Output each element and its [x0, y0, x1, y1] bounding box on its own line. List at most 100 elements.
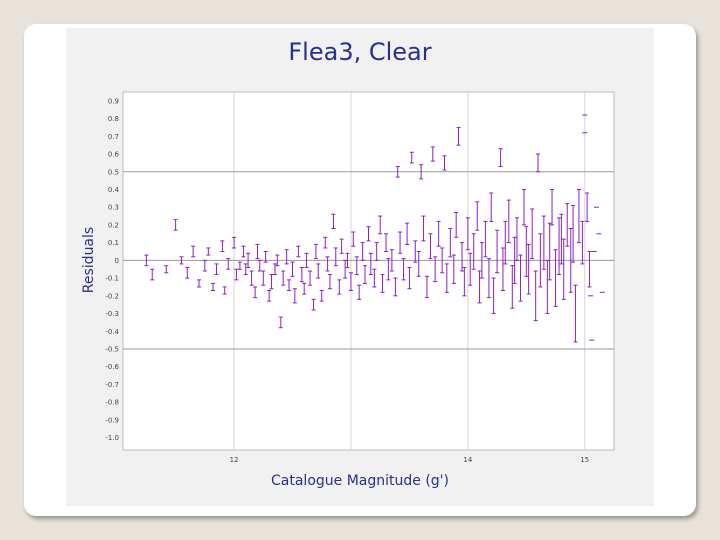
data-point [257, 259, 262, 272]
data-point [395, 165, 400, 178]
y-tick-label: 0.7 [108, 133, 119, 141]
data-point [413, 240, 418, 263]
data-point [568, 227, 573, 293]
data-point [378, 215, 383, 235]
data-point [405, 222, 410, 245]
data-point [339, 238, 344, 254]
data-point [185, 266, 190, 279]
data-point [503, 220, 508, 265]
data-point [448, 227, 453, 258]
x-axis-label: Catalogue Magnitude (g') [271, 473, 449, 489]
data-point [150, 268, 155, 281]
data-point [384, 233, 389, 253]
data-point [313, 243, 318, 260]
data-point [419, 164, 424, 180]
data-point [308, 270, 313, 286]
data-point [580, 220, 585, 265]
y-tick-label: -0.2 [105, 292, 119, 300]
data-point [430, 146, 435, 162]
data-point [284, 249, 289, 265]
y-tick-label: 0.8 [108, 115, 119, 123]
data-point [585, 192, 590, 222]
data-point [465, 217, 470, 251]
data-point [442, 155, 447, 171]
data-point [196, 279, 201, 288]
data-point [460, 242, 465, 272]
data-point [290, 261, 295, 277]
data-point [479, 242, 484, 279]
data-point [299, 266, 304, 283]
x-tick-label: 15 [580, 456, 589, 464]
data-point [561, 238, 566, 300]
data-point [343, 259, 348, 279]
data-point [526, 243, 531, 295]
data-point [398, 231, 403, 254]
data-point [407, 266, 412, 290]
data-point [272, 263, 277, 276]
data-point [545, 259, 550, 315]
data-point [380, 274, 385, 293]
data-point [269, 274, 274, 290]
data-point [536, 153, 541, 173]
data-point [191, 245, 196, 258]
data-point [357, 284, 362, 300]
data-point [323, 236, 328, 249]
data-point [372, 268, 377, 288]
data-point [366, 226, 371, 242]
data-point [222, 286, 227, 295]
data-point [393, 277, 398, 297]
data-point [489, 192, 494, 222]
y-tick-label: 0.4 [108, 186, 120, 194]
data-point [512, 236, 517, 284]
data-point [389, 249, 394, 272]
data-point [506, 199, 511, 244]
data-point [559, 213, 564, 265]
data-point [220, 240, 225, 253]
data-point [547, 222, 552, 281]
data-point [362, 265, 367, 284]
data-point [500, 247, 505, 291]
data-point [565, 203, 570, 247]
data-point [214, 263, 219, 276]
data-point [354, 256, 359, 276]
data-point [261, 270, 266, 286]
data-point [553, 249, 558, 307]
data-point [491, 277, 496, 315]
data-point [424, 275, 429, 299]
data-point [311, 298, 316, 311]
data-point [319, 289, 324, 302]
y-tick-label: 0.9 [108, 97, 119, 105]
data-point [416, 251, 421, 277]
data-point [440, 247, 445, 274]
x-tick-label: 14 [463, 456, 472, 464]
data-point [521, 188, 526, 226]
data-point [173, 219, 178, 231]
data-point [428, 233, 433, 260]
data-point [421, 215, 426, 242]
data-point [211, 282, 216, 291]
y-tick-label: 0.2 [108, 221, 119, 229]
data-point [348, 272, 353, 291]
y-tick-label: -0.1 [105, 275, 119, 283]
y-tick-label: -0.9 [105, 416, 119, 424]
data-point [249, 270, 254, 286]
data-point [296, 245, 301, 258]
data-point [374, 242, 379, 261]
data-point [471, 233, 476, 270]
data-point [541, 215, 546, 270]
data-point [498, 148, 503, 167]
data-point [164, 265, 169, 274]
data-point [360, 242, 365, 261]
data-point [557, 217, 562, 276]
data-point [550, 188, 555, 226]
data-point [587, 251, 592, 288]
data-point [237, 261, 242, 270]
data-point [263, 251, 268, 263]
data-point [436, 220, 441, 247]
data-point [255, 243, 260, 260]
data-point [571, 204, 576, 263]
data-point [524, 226, 529, 277]
data-point [278, 316, 283, 329]
y-tick-label: -1.0 [105, 434, 119, 442]
data-point [246, 252, 251, 268]
